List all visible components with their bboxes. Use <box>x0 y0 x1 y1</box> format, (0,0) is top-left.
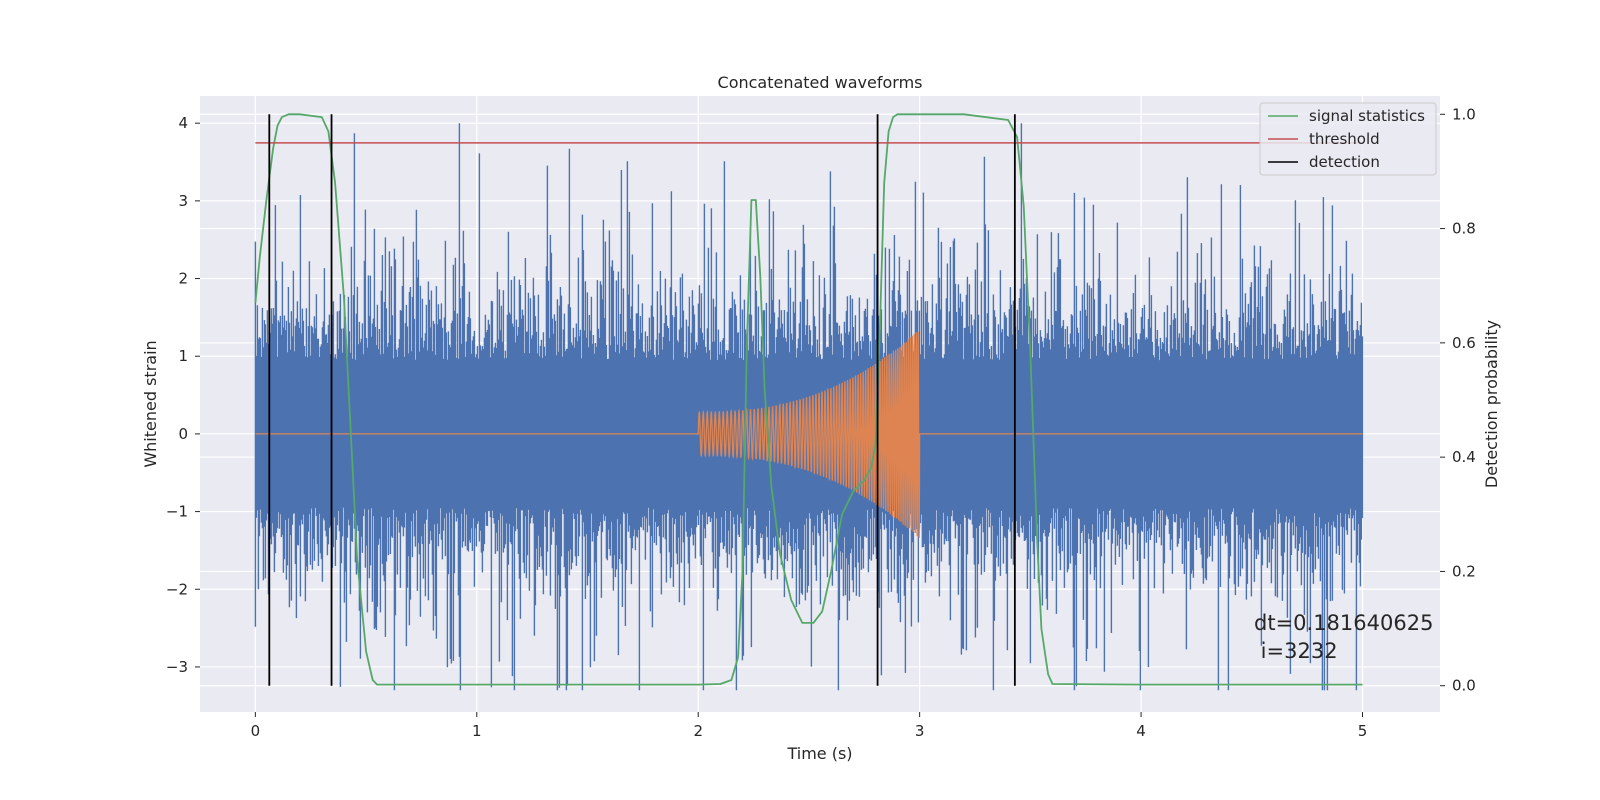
ticks: 0 1 2 3 4 5 −3 −2 −1 0 1 2 3 4 0.0 0.2 0.4 0.6 0.8 1.0 <box>166 105 1476 740</box>
y-tick-label-6: 3 <box>178 192 188 210</box>
y-tick-label-0: −3 <box>166 658 188 676</box>
y-tick-label-3: 0 <box>178 425 188 443</box>
y-tick-label-1: −2 <box>166 580 188 598</box>
annotation-dt: dt=0.181640625 <box>1254 611 1433 635</box>
y2-axis-label: Detection probability <box>1482 320 1501 488</box>
y2-tick-label-4: 0.8 <box>1452 220 1476 238</box>
y-tick-label-7: 4 <box>178 114 188 132</box>
x-tick-label-5: 5 <box>1358 722 1368 740</box>
y2-tick-label-3: 0.6 <box>1452 334 1476 352</box>
y2-tick-label-5: 1.0 <box>1452 105 1476 123</box>
legend: signal statistics threshold detection <box>1259 102 1437 176</box>
legend-threshold-label: threshold <box>1309 130 1380 148</box>
annotation-i: i=3232 <box>1254 639 1338 663</box>
x-tick-label-0: 0 <box>251 722 261 740</box>
x-axis-label: Time (s) <box>786 744 852 763</box>
y-tick-label-2: −1 <box>166 503 188 521</box>
y2-tick-label-2: 0.4 <box>1452 448 1476 466</box>
x-tick-label-2: 2 <box>693 722 703 740</box>
legend-signal-statistics-label: signal statistics <box>1309 107 1425 125</box>
legend-detection-label: detection <box>1309 153 1380 171</box>
x-tick-label-3: 3 <box>915 722 925 740</box>
x-tick-label-4: 4 <box>1136 722 1146 740</box>
plot-content <box>254 113 1364 691</box>
y-axis-label: Whitened strain <box>141 340 160 467</box>
chart-title: Concatenated waveforms <box>718 73 923 92</box>
series-chirp <box>255 331 1363 538</box>
y2-tick-label-0: 0.0 <box>1452 677 1476 695</box>
y2-tick-label-1: 0.2 <box>1452 562 1476 580</box>
x-tick-label-1: 1 <box>472 722 482 740</box>
y-tick-label-4: 1 <box>178 347 188 365</box>
legend-box <box>1259 102 1437 176</box>
y-tick-label-5: 2 <box>178 270 188 288</box>
